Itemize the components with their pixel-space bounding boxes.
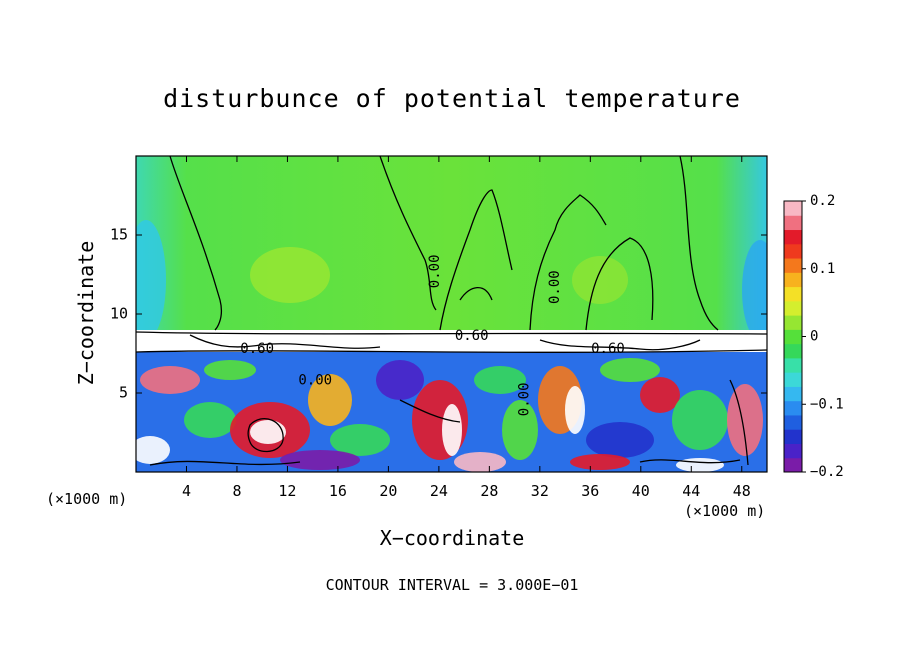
warm-anomaly [572,256,628,304]
eddy [204,360,256,380]
x-tick-label: 16 [329,482,347,500]
eddy [454,452,506,472]
colorbar-tick-label: −0.2 [810,464,844,480]
colorbar-swatch [784,372,802,387]
potential-temperature-chart: 0.00 0.000.600.000.000.600.60 4 8 12 16 20 24 2… [0,0,904,654]
x-tick-label: 4 [182,482,191,500]
x-tick-label: 48 [733,482,751,500]
colorbar-swatch [784,272,802,287]
contour-label: 0.00 [298,372,332,388]
eddy [570,454,630,470]
contour-label: 0.00 [547,270,563,304]
x-tick-label: 8 [232,482,241,500]
colorbar-swatch [784,315,802,330]
colorbar-swatch [784,415,802,430]
colorbar-swatch [784,301,802,316]
eddy [442,404,462,456]
x-tick-label: 44 [682,482,700,500]
eddy [600,358,660,382]
eddy [727,384,763,456]
contour-label: 0.60 [240,341,274,357]
colorbar-swatch [784,329,802,344]
eddy [586,422,654,458]
eddy [184,402,236,438]
upper-layer-field [136,156,767,330]
colorbar-swatch [784,344,802,359]
y-tick-label: 15 [110,226,128,244]
eddy [676,458,724,472]
colorbar-tick-label: 0.2 [810,193,835,209]
colorbar-tick-label: 0.1 [810,261,835,277]
contour-label: 0.00 [427,254,443,288]
x-tick-label: 36 [581,482,599,500]
cool-edge [742,240,778,340]
cool-edge [126,220,166,340]
colorbar-swatch [784,429,802,444]
x-tick-label: 20 [379,482,397,500]
eddy [330,424,390,456]
colorbar-swatch [784,244,802,259]
colorbar-swatch [784,287,802,302]
contour-label: 0.60 [455,328,489,344]
colorbar-swatch [784,215,802,230]
eddy [140,366,200,394]
colorbar-swatch [784,201,802,216]
x-tick-label: 40 [632,482,650,500]
y-tick-label: 5 [119,384,128,402]
eddy [376,360,424,400]
colorbar-swatch [784,386,802,401]
colorbar-tick-label: −0.1 [810,396,844,412]
colorbar-swatch [784,258,802,273]
warm-anomaly [250,247,330,303]
colorbar-swatch [784,358,802,373]
colorbar-swatch [784,401,802,416]
y-tick-label: 10 [110,305,128,323]
colorbar-swatch [784,230,802,245]
contour-label: 0.60 [591,341,625,357]
eddy [672,390,728,450]
x-tick-label: 28 [480,482,498,500]
eddy [250,420,286,444]
colorbar: 0.2 0.1 0 −0.1 −0.2 [784,193,844,480]
x-tick-label: 24 [430,482,448,500]
x-tick-label: 32 [531,482,549,500]
colorbar-swatch [784,458,802,473]
colorbar-tick-label: 0 [810,329,818,345]
contour-label: 0.00 [517,382,533,416]
eddy [280,450,360,470]
colorbar-swatch [784,443,802,458]
eddy [565,386,585,434]
eddy [640,377,680,413]
x-tick-label: 12 [278,482,296,500]
